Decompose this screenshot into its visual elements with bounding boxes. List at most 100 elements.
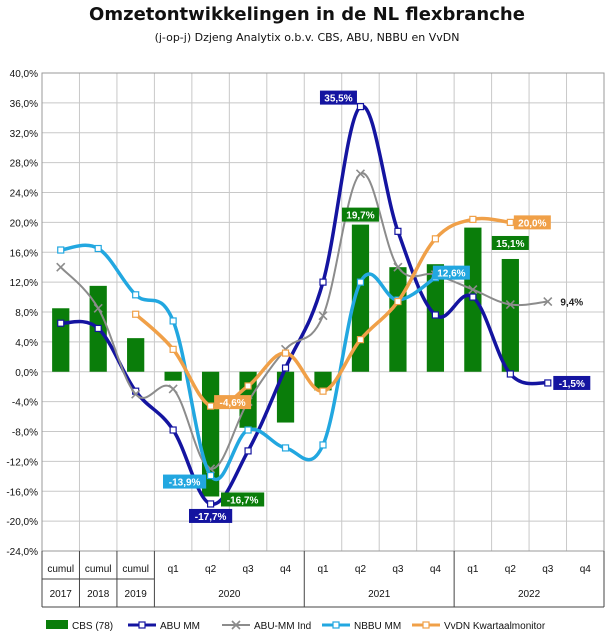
- x-tick-label: q1: [168, 564, 180, 575]
- x-group-label: 2021: [368, 589, 391, 600]
- data-label-box: [341, 207, 379, 222]
- marker-abu-mm: [394, 227, 402, 235]
- x-tick-label: q4: [280, 564, 292, 575]
- legend-marker: [422, 621, 430, 629]
- legend-label: NBBU MM: [354, 621, 401, 632]
- marker-abu-mm-ind: [393, 262, 403, 272]
- y-tick-label: 20,0%: [10, 218, 38, 229]
- legend-item-vvdn-kwartaalmonitor: VvDN Kwartaalmonitor: [412, 621, 546, 632]
- bar-cbs: [276, 371, 295, 423]
- data-label: -16,7%: [221, 492, 265, 507]
- bar-cbs: [501, 258, 519, 372]
- legend-item-abu-mm-ind: ABU-MM Ind: [222, 620, 311, 632]
- legend-item-abu-mm: ABU MM: [128, 621, 200, 632]
- marker-vvdn-kwartaalmonitor: [431, 235, 439, 243]
- data-label: 12,6%: [432, 265, 470, 280]
- x-tick-label: cumul: [122, 564, 149, 575]
- line-abu-mm-ind: [59, 172, 548, 470]
- y-tick-label: -12,0%: [6, 457, 38, 468]
- marker-nbbu-mm: [281, 444, 290, 452]
- data-label: 35,5%: [319, 90, 357, 105]
- bar-cbs: [127, 338, 145, 372]
- chart-title: Omzetontwikkelingen in de NL flexbranche: [89, 4, 525, 25]
- bar-cbs: [164, 371, 182, 381]
- marker-abu-mm-ind: [355, 169, 366, 179]
- data-label-box: [214, 395, 252, 410]
- marker-nbbu-mm: [244, 426, 252, 434]
- x-group-label: 2020: [218, 589, 241, 600]
- marker-vvdn-kwartaalmonitor: [244, 382, 252, 390]
- chart-subtitle: (j-op-j) Dzjeng Analytix o.b.v. CBS, ABU…: [154, 31, 460, 44]
- x-group-label: 2022: [518, 589, 541, 600]
- y-tick-label: -24,0%: [6, 547, 38, 558]
- data-label-box: [513, 215, 551, 230]
- x-tick-label: q2: [205, 564, 217, 575]
- marker-abu-mm: [356, 103, 365, 111]
- y-tick-label: -20,0%: [6, 517, 38, 528]
- data-label-box: [319, 90, 357, 105]
- data-label-text: 15,1%: [496, 239, 524, 250]
- y-tick-label: 8,0%: [15, 308, 38, 319]
- y-tick-label: 12,0%: [10, 278, 38, 289]
- marker-abu-mm: [57, 319, 65, 327]
- legend-label: ABU-MM Ind: [254, 621, 311, 632]
- data-label-text: 20,0%: [518, 218, 546, 229]
- y-tick-label: 24,0%: [10, 189, 38, 200]
- marker-abu-mm: [469, 293, 477, 301]
- data-label: -1,5%: [553, 375, 591, 390]
- data-label-text: -13,9%: [169, 478, 201, 489]
- x-tick-label: cumul: [47, 564, 74, 575]
- data-label-box: [189, 508, 233, 523]
- data-label-text: -17,7%: [195, 512, 227, 523]
- y-tick-label: 36,0%: [10, 99, 38, 110]
- marker-abu-mm: [94, 324, 102, 333]
- data-label: -4,6%: [214, 395, 252, 410]
- marker-abu-mm-ind: [318, 311, 328, 321]
- y-tick-label: 40,0%: [10, 69, 38, 80]
- marker-vvdn-kwartaalmonitor: [394, 297, 402, 306]
- x-tick-label: q3: [392, 564, 404, 575]
- bar-cbs: [52, 308, 70, 372]
- data-label-text: 9,4%: [560, 298, 583, 309]
- legend-item-nbbu-mm: NBBU MM: [322, 621, 401, 632]
- y-tick-label: -16,0%: [6, 487, 38, 498]
- x-group-label: 2018: [87, 589, 110, 600]
- marker-vvdn-kwartaalmonitor: [319, 387, 327, 395]
- data-label-box: [491, 235, 529, 250]
- data-label: 19,7%: [341, 207, 379, 222]
- data-label-box: [553, 375, 591, 390]
- y-tick-label: 28,0%: [10, 159, 38, 170]
- marker-nbbu-mm: [319, 441, 327, 449]
- legend-label: CBS (78): [72, 621, 113, 632]
- marker-abu-mm-ind: [505, 299, 515, 310]
- data-label-text: -4,6%: [220, 398, 246, 409]
- x-tick-label: q4: [430, 564, 442, 575]
- marker-abu-mm-ind: [168, 384, 178, 394]
- marker-nbbu-mm: [94, 244, 102, 253]
- marker-nbbu-mm: [356, 278, 365, 286]
- y-tick-label: 4,0%: [15, 338, 38, 349]
- bar-cbs: [314, 371, 332, 391]
- data-label-text: -16,7%: [227, 495, 259, 506]
- y-tick-label: 16,0%: [10, 248, 38, 259]
- x-group-label: 2017: [50, 589, 73, 600]
- data-label: -17,7%: [189, 508, 233, 523]
- data-label-box: [221, 492, 265, 507]
- data-label-text: -1,5%: [559, 379, 585, 390]
- data-label-text: 19,7%: [346, 211, 374, 222]
- y-tick-label: 0,0%: [15, 368, 38, 379]
- x-tick-label: q3: [243, 564, 255, 575]
- legend-marker: [231, 620, 241, 630]
- x-tick-label: cumul: [85, 564, 112, 575]
- marker-vvdn-kwartaalmonitor: [281, 349, 290, 357]
- data-label: 20,0%: [513, 215, 551, 230]
- plot-border: [41, 72, 605, 552]
- legend-marker: [138, 621, 146, 629]
- data-label: 9,4%: [560, 298, 583, 309]
- marker-vvdn-kwartaalmonitor: [506, 218, 514, 226]
- marker-abu-mm: [544, 379, 552, 387]
- marker-abu-mm-ind: [56, 262, 66, 272]
- y-tick-label: -4,0%: [12, 398, 38, 409]
